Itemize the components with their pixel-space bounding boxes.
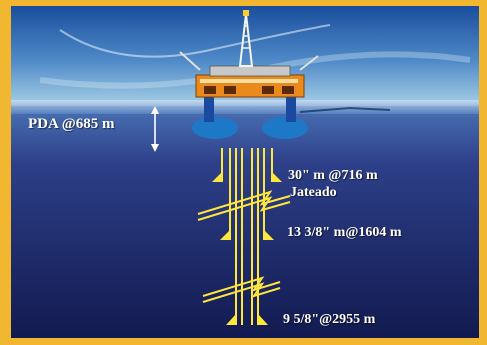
casing-30-label: 30" m @716 m	[288, 168, 378, 183]
casing-30-method-label: Jateado	[290, 185, 337, 200]
double-arrow-icon	[151, 106, 159, 152]
semi-submersible-rig-icon	[179, 10, 391, 139]
casing-13-label: 13 3/8" m@1604 m	[287, 225, 402, 240]
pontoon-left	[192, 117, 238, 139]
pontoon-right	[262, 117, 308, 139]
water-depth-label: PDA @685 m	[28, 116, 115, 132]
sea-surface	[11, 100, 479, 114]
casing-9-label: 9 5/8"@2955 m	[283, 312, 376, 327]
break-symbol-icon	[197, 190, 291, 303]
crane-right	[299, 55, 319, 71]
sea	[11, 106, 479, 338]
casing-shoe-icon	[212, 172, 282, 325]
crane-left	[179, 51, 201, 71]
break-mark-lower	[202, 276, 281, 297]
derrick	[238, 13, 254, 67]
lightning-streak	[59, 24, 331, 58]
break-mark-upper	[197, 190, 291, 215]
